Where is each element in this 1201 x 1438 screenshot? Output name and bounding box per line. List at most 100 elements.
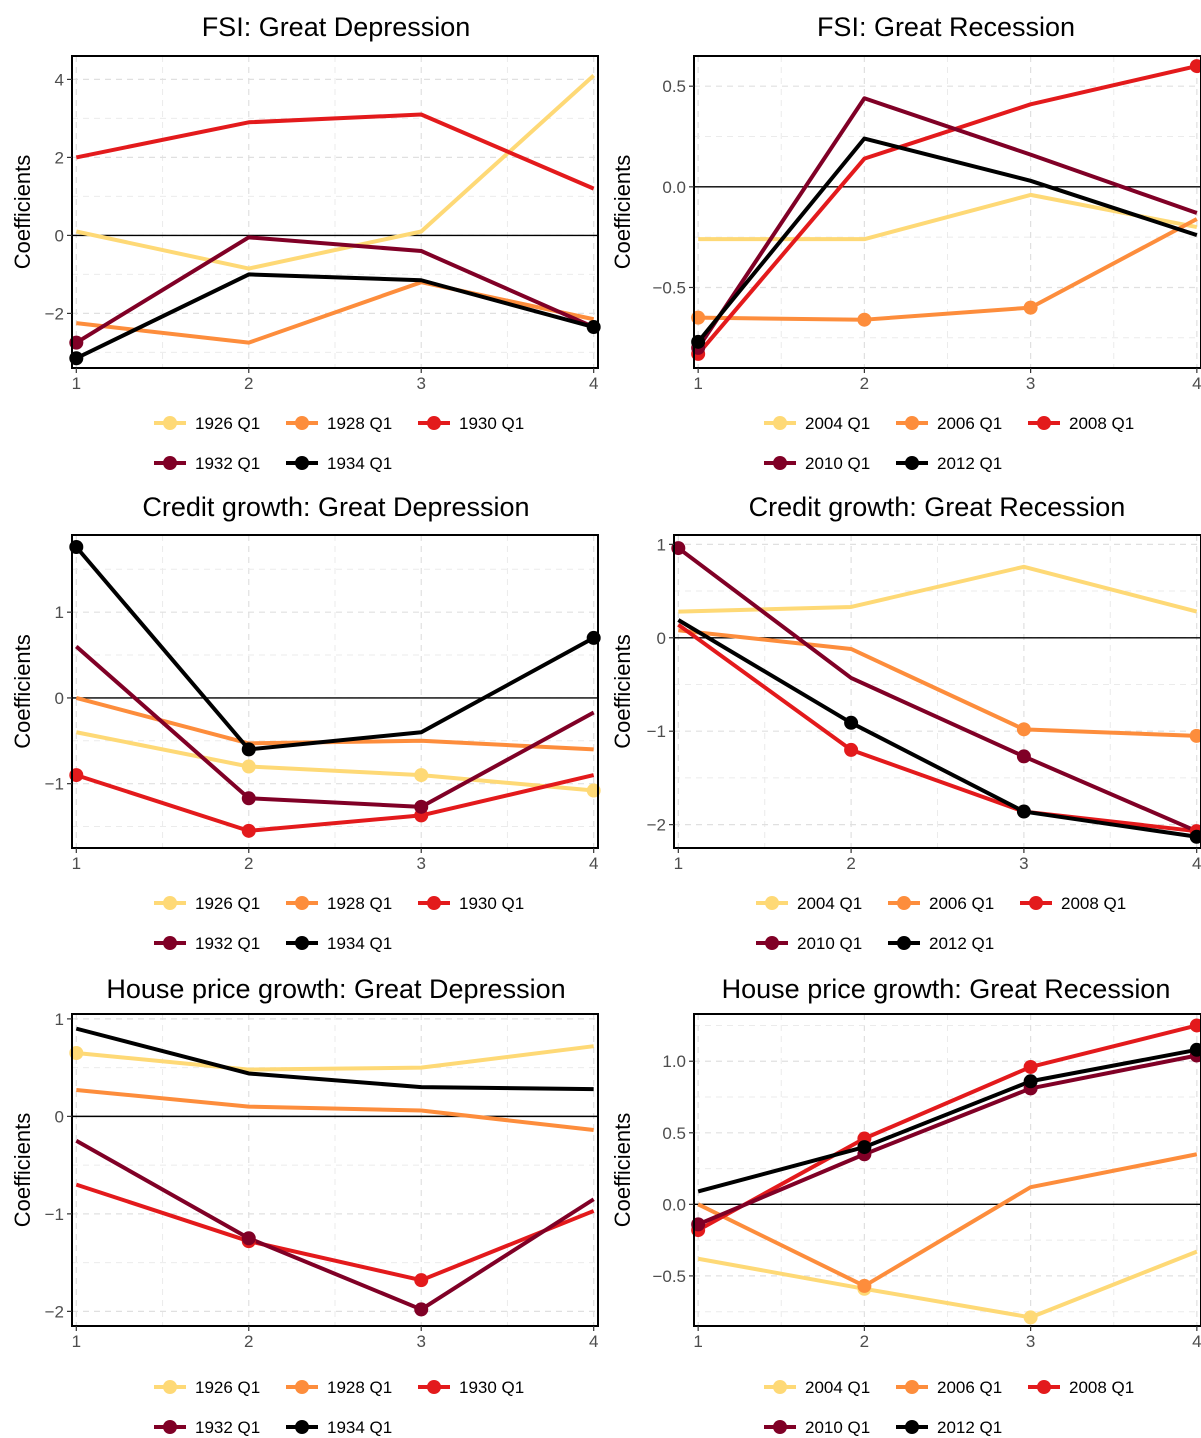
chart-title: FSI: Great Recession — [817, 12, 1075, 42]
y-axis-label: Coefficients — [10, 634, 35, 749]
y-tick-label: 0 — [55, 1107, 64, 1126]
chart-title: FSI: Great Depression — [202, 12, 471, 42]
legend-item: 2006 Q1 — [888, 894, 994, 913]
x-tick-label: 3 — [416, 854, 425, 873]
chart-panel: Credit growth: Great Recession Coefficien… — [610, 492, 1201, 953]
chart-panel: House price growth: Great Recession Coeff… — [610, 974, 1201, 1437]
legend-label: 2004 Q1 — [797, 894, 862, 913]
series-point — [414, 768, 429, 783]
x-tick-label: 1 — [693, 1332, 702, 1351]
legend-swatch-point — [905, 1380, 919, 1394]
y-tick-label: 0 — [55, 689, 64, 708]
legend-swatch-point — [295, 456, 309, 470]
series-point — [1189, 829, 1201, 844]
series-point — [1189, 728, 1201, 743]
plot-area — [677, 546, 1198, 839]
panel-border — [71, 55, 599, 369]
y-tick-label: −2 — [45, 304, 64, 323]
x-tick-label: 2 — [244, 1332, 253, 1351]
legend-item: 2006 Q1 — [896, 1378, 1002, 1397]
legend: 1926 Q1 1928 Q1 1930 Q1 1932 Q1 1934 Q1 — [154, 1378, 524, 1437]
legend-label: 1934 Q1 — [327, 934, 392, 953]
legend-item: 1932 Q1 — [154, 454, 260, 473]
y-tick-label: −2 — [647, 816, 666, 835]
series-point — [414, 1302, 429, 1317]
legend-swatch-point — [1037, 416, 1051, 430]
panel-border — [673, 534, 1201, 849]
grid — [72, 1014, 598, 1326]
legend-item: 1926 Q1 — [154, 414, 260, 433]
y-tick-label: 4 — [55, 70, 64, 89]
series-line — [696, 96, 1198, 349]
y-tick-label: 1.0 — [662, 1052, 686, 1071]
legend-label: 2004 Q1 — [805, 1378, 870, 1397]
series-point — [1023, 1059, 1038, 1074]
legend-swatch-point — [295, 1420, 309, 1434]
legend-label: 1926 Q1 — [195, 894, 260, 913]
legend-label: 1928 Q1 — [327, 414, 392, 433]
legend-swatch-point — [897, 936, 911, 950]
chart-panel: Credit growth: Great Depression Coefficie… — [10, 492, 601, 953]
series-line — [75, 773, 595, 833]
chart-title: Credit growth: Great Depression — [142, 492, 529, 522]
legend-item: 2010 Q1 — [764, 454, 870, 473]
legend-swatch-point — [765, 896, 779, 910]
series-point — [857, 1140, 872, 1155]
legend-swatch-point — [427, 896, 441, 910]
series-line — [697, 1053, 1198, 1227]
legend-label: 2010 Q1 — [805, 1418, 870, 1437]
series-line — [74, 644, 595, 809]
y-axis-label: Coefficients — [610, 155, 635, 270]
x-tick-label: 3 — [1026, 374, 1035, 393]
x-tick-label: 2 — [244, 854, 253, 873]
legend-item: 2004 Q1 — [764, 1378, 870, 1397]
x-tick-label: 2 — [846, 854, 855, 873]
series-line — [75, 1182, 595, 1283]
series-point — [1016, 722, 1031, 737]
legend-label: 1932 Q1 — [195, 934, 260, 953]
x-tick-label: 1 — [72, 1332, 81, 1351]
legend-item: 1926 Q1 — [154, 894, 260, 913]
chart-title: Credit growth: Great Recession — [749, 492, 1126, 522]
y-tick-label: 1 — [55, 1010, 64, 1029]
y-axis-label: Coefficients — [610, 634, 635, 749]
legend-swatch-point — [773, 416, 787, 430]
series-point — [1189, 1018, 1201, 1033]
y-tick-label: −1 — [45, 1205, 64, 1224]
legend-item: 2008 Q1 — [1020, 894, 1126, 913]
x-tick-label: 4 — [589, 854, 598, 873]
series-line — [76, 1088, 594, 1133]
legend-swatch-point — [773, 1420, 787, 1434]
legend-label: 1930 Q1 — [459, 1378, 524, 1397]
series-line — [75, 112, 595, 191]
y-tick-label: 1 — [657, 535, 666, 554]
y-axis-label: Coefficients — [610, 1113, 635, 1228]
legend-label: 2006 Q1 — [937, 1378, 1002, 1397]
y-tick-label: 0.0 — [662, 1195, 686, 1214]
series-line — [75, 1139, 595, 1312]
plot-area — [697, 1023, 1198, 1320]
chart-title: House price growth: Great Recession — [722, 974, 1171, 1004]
grid — [72, 56, 598, 368]
series-point — [414, 1273, 429, 1288]
series-point — [857, 312, 872, 327]
legend-item: 1928 Q1 — [286, 414, 392, 433]
series-point — [241, 759, 256, 774]
legend-label: 2008 Q1 — [1069, 1378, 1134, 1397]
x-tick-label: 2 — [860, 1332, 869, 1351]
panel-border — [71, 534, 599, 849]
series-line — [698, 217, 1198, 322]
grid — [72, 535, 598, 848]
legend: 2004 Q1 2006 Q1 2008 Q1 2010 Q1 2012 Q1 — [764, 1378, 1134, 1437]
x-tick-label: 4 — [1192, 374, 1201, 393]
y-tick-label: 0.5 — [662, 77, 686, 96]
chart-panel: FSI: Great Recession Coefficients −0.5 0.0 0… — [610, 12, 1201, 473]
legend-swatch-point — [163, 936, 177, 950]
legend-item: 1934 Q1 — [286, 934, 392, 953]
x-tick-label: 3 — [1019, 854, 1028, 873]
legend-item: 1928 Q1 — [286, 894, 392, 913]
series-line — [75, 730, 594, 793]
legend-swatch-point — [163, 456, 177, 470]
legend-label: 2004 Q1 — [805, 414, 870, 433]
y-tick-label: 1 — [55, 603, 64, 622]
